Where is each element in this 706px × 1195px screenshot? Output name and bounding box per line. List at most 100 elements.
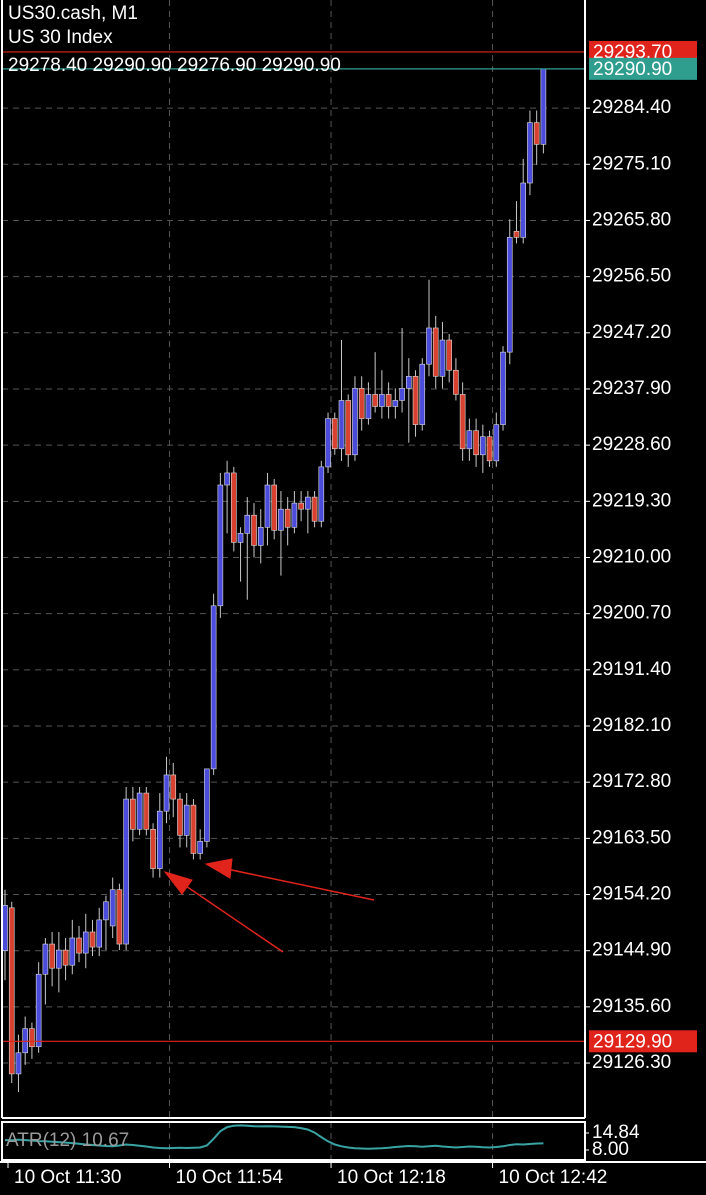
y-tick-label: 29284.40 <box>592 97 671 118</box>
candle-body <box>513 231 520 238</box>
candle-body <box>446 339 452 371</box>
candle-body <box>197 841 203 854</box>
candle-body <box>103 901 109 921</box>
candle-body <box>473 430 479 456</box>
y-tick-label: 29163.50 <box>592 827 671 848</box>
candle-body <box>183 804 190 836</box>
candle-body <box>217 484 224 607</box>
candle-body <box>116 889 123 945</box>
candle-body <box>15 1052 22 1075</box>
candle-body <box>405 375 412 389</box>
candle-body <box>493 424 500 462</box>
y-tick-label: 29126.30 <box>592 1052 671 1073</box>
candle-body <box>257 526 264 546</box>
candle-body <box>8 907 15 1075</box>
y-tick-label: 29210.00 <box>592 547 671 568</box>
candle-body <box>231 472 237 543</box>
candle-body <box>278 508 284 531</box>
y-tick-label: 29135.60 <box>592 996 671 1017</box>
candle-body <box>56 949 62 969</box>
candle-body <box>533 122 540 145</box>
y-tick-label: 29275.10 <box>592 153 671 174</box>
candle-body <box>35 973 42 1048</box>
candle-body <box>251 514 257 546</box>
candle-body <box>123 798 129 945</box>
price-label-box <box>589 40 697 63</box>
candle-body <box>439 339 446 377</box>
y-tick-label: 29144.90 <box>592 940 671 961</box>
arrows <box>163 858 375 953</box>
y-tick-label: 29265.80 <box>592 209 671 230</box>
price-label: 29290.90 <box>593 59 672 80</box>
candle-body <box>284 508 291 528</box>
candle-body <box>96 919 103 948</box>
candle-body <box>392 400 399 407</box>
candle-body <box>385 394 392 407</box>
y-tick-label: 29182.10 <box>592 715 671 736</box>
candle-body <box>500 351 506 425</box>
candle-body <box>156 810 163 869</box>
candle-body <box>163 774 170 812</box>
candle-body <box>345 400 352 456</box>
candle-body <box>264 484 271 528</box>
candle-body <box>506 237 513 353</box>
candle-body <box>190 804 197 854</box>
candle-body <box>237 533 244 543</box>
y-tick-label: 29237.90 <box>592 378 671 399</box>
price-label: 29129.90 <box>593 1031 672 1052</box>
candle-body <box>170 774 177 800</box>
arrow-head <box>204 858 233 879</box>
price-label: 29293.70 <box>593 42 672 63</box>
candle-body <box>29 1028 35 1048</box>
y-tick-label: 29191.40 <box>592 659 671 680</box>
candle-body <box>22 1028 28 1054</box>
arrow <box>221 867 375 901</box>
candle-body <box>412 375 419 425</box>
candle-body <box>399 388 405 401</box>
candle-body <box>379 394 385 407</box>
candle-body <box>372 394 378 407</box>
candle-body <box>49 943 55 969</box>
ohlc: 29278.40 29290.90 29276.90 29290.90 <box>8 55 341 76</box>
candle-body <box>150 828 156 869</box>
price-label-box <box>589 57 697 80</box>
symbol: US30.cash, M1 <box>8 3 138 24</box>
candle-body <box>298 502 304 510</box>
x-tick-label: 10 Oct 11:54 <box>176 1167 284 1188</box>
candle-body <box>143 792 150 830</box>
candle-body <box>69 937 76 966</box>
candle-body <box>291 502 298 528</box>
y-tick-label: 29154.20 <box>592 884 671 905</box>
candle-body <box>244 514 251 534</box>
marks <box>2 68 547 1150</box>
candle-body <box>520 182 527 238</box>
x-tick-label: 10 Oct 11:30 <box>14 1167 121 1188</box>
candle-body <box>480 436 486 456</box>
candle-body <box>527 122 533 184</box>
candle-body <box>2 905 8 951</box>
candle-body <box>210 605 217 770</box>
candle-body <box>338 400 345 450</box>
y-tick-label: 29219.30 <box>592 490 671 511</box>
candle-body <box>224 472 230 486</box>
candle-body <box>426 327 432 365</box>
atr-title: ATR(12) 10.67 <box>6 1130 129 1151</box>
y-tick-label: 29172.80 <box>592 771 671 792</box>
candle-body <box>89 931 96 948</box>
grid: 29126.30 29135.60 29144.90 29154.20 29163.50… <box>2 0 671 1188</box>
candle-body <box>82 931 89 954</box>
candle-body <box>365 394 372 419</box>
candle-body <box>311 496 318 522</box>
candle-body <box>271 484 278 531</box>
y-tick-label: 8.00 <box>592 1139 629 1160</box>
x-tick-label: 10 Oct 12:18 <box>337 1167 446 1188</box>
candle-body <box>42 943 49 975</box>
candle-body <box>466 430 473 450</box>
candle-body <box>136 792 143 830</box>
candle-body <box>204 768 210 842</box>
candle-body <box>318 466 325 522</box>
